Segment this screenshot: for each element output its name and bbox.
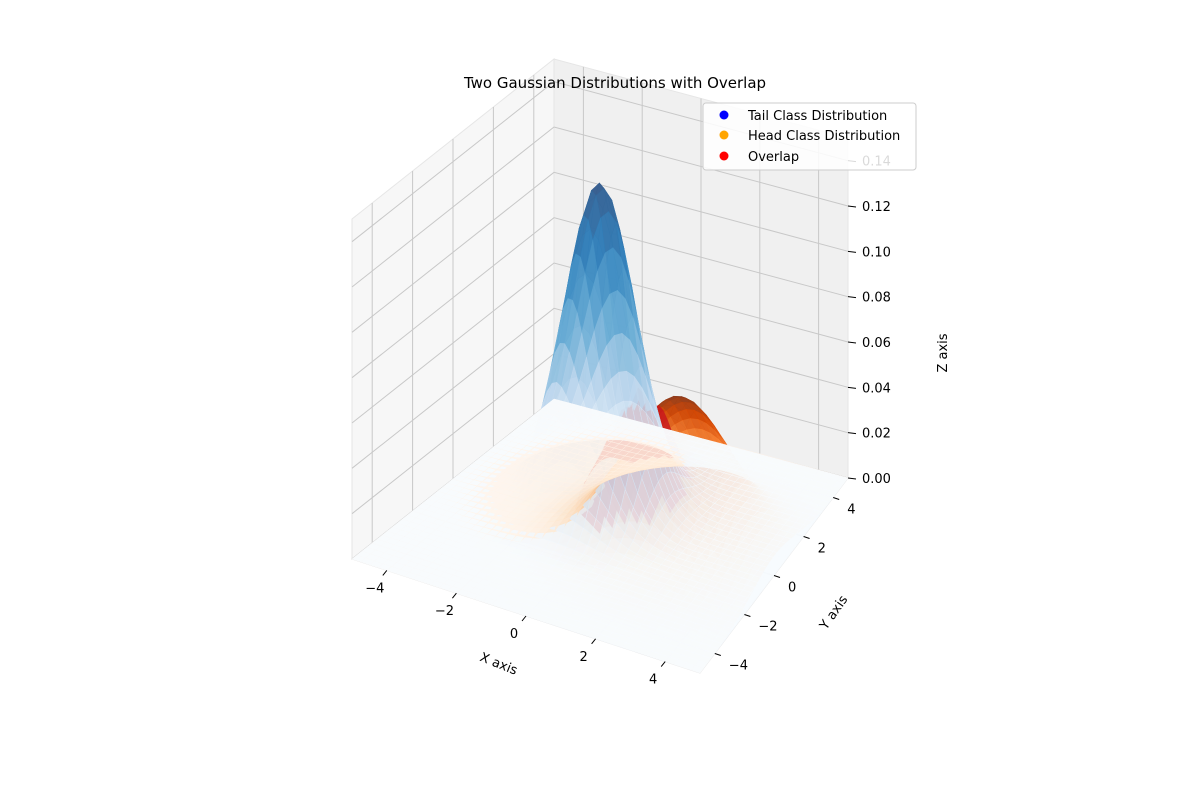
legend-marker-head: [719, 130, 729, 140]
z-gridline: [351, 262, 849, 424]
x-tick-mark: [521, 615, 527, 622]
axis-ticks: −4 −4 −2 −2 0 0 2 2 4 4 0.00 0.02 0.04 0.06 0.08 0.10 0.…: [365, 155, 891, 688]
z-gridline: [351, 217, 849, 379]
x-tick-mark: [452, 592, 457, 599]
x-tick-label: 4: [649, 673, 657, 688]
z-gridline: [351, 126, 849, 288]
x-tick-mark: [591, 638, 596, 645]
chart-title: Two Gaussian Distributions with Overlap: [463, 74, 766, 92]
legend-label-head: Head Class Distribution: [748, 129, 900, 144]
y-tick-mark: [773, 575, 781, 578]
y-tick-label: 2: [818, 542, 826, 557]
x-axis-label: X axis: [478, 650, 520, 679]
z-axis-label: Z axis: [936, 333, 951, 372]
y-tick-mark: [714, 653, 721, 656]
z-tick-mark: [847, 341, 857, 344]
surface-patch: [548, 398, 562, 406]
y-tick-mark: [744, 614, 751, 617]
z-tick-label: 0.04: [862, 381, 891, 396]
z-gridline: [351, 307, 849, 469]
z-tick-label: 0.02: [862, 427, 891, 442]
y-tick-label: −2: [758, 620, 777, 635]
x-tick-label: −2: [435, 604, 454, 619]
x-tick-mark: [382, 570, 388, 576]
legend-label-tail: Tail Class Distribution: [747, 109, 887, 124]
legend-marker-tail: [719, 110, 729, 120]
z-tick-label: 0.00: [862, 472, 891, 487]
y-tick-label: 0: [788, 581, 796, 596]
y-tick-mark: [833, 497, 840, 500]
y-tick-mark: [803, 536, 810, 539]
z-tick-mark: [847, 205, 857, 208]
z-tick-mark: [847, 477, 857, 480]
z-tick-label: 0.10: [862, 245, 891, 260]
z-tick-label: 0.12: [862, 200, 891, 215]
z-tick-label: 0.06: [862, 336, 891, 351]
z-tick-mark: [847, 432, 857, 435]
surfaces: [351, 182, 849, 674]
legend: Tail Class Distribution Head Class Distr…: [702, 102, 917, 171]
x-tick-label: −4: [365, 581, 384, 596]
z-gridline: [351, 171, 849, 333]
legend-label-overlap: Overlap: [748, 150, 799, 165]
x-tick-label: 2: [579, 650, 587, 665]
x-tick-mark: [660, 661, 666, 667]
y-axis-label: Y axis: [817, 593, 852, 634]
legend-frame: [702, 102, 917, 171]
x-tick-label: 0: [510, 627, 518, 642]
y-tick-label: 4: [847, 503, 855, 518]
y-tick-label: −4: [729, 659, 748, 674]
legend-marker-overlap: [719, 151, 729, 161]
z-tick-mark: [847, 296, 857, 299]
z-tick-mark: [847, 386, 857, 389]
z-tick-label: 0.08: [862, 291, 891, 306]
z-tick-mark: [847, 250, 857, 253]
